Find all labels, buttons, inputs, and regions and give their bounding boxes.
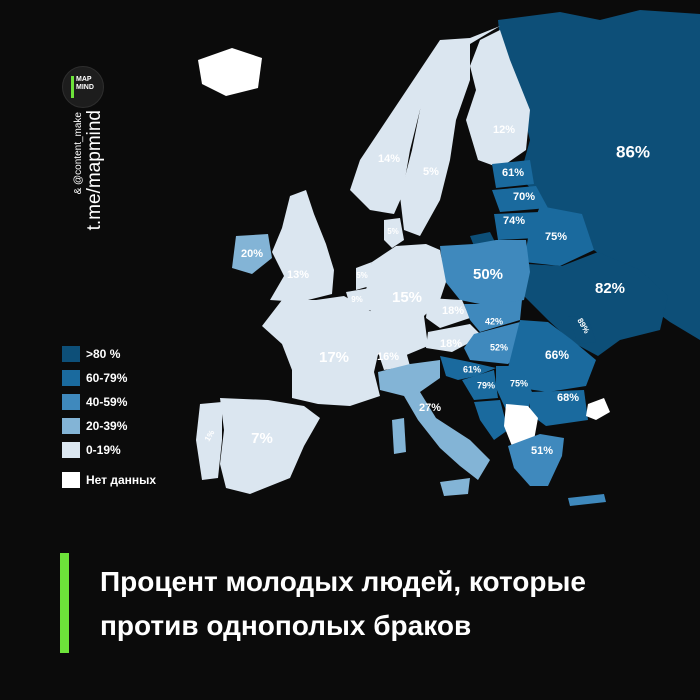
- region-croatia[interactable]: [440, 356, 496, 380]
- region-slovakia[interactable]: [464, 300, 522, 332]
- legend-swatch: [62, 370, 80, 386]
- label-romania: 66%: [545, 348, 569, 362]
- title-accent-bar: [60, 553, 69, 653]
- label-finland: 12%: [493, 124, 515, 136]
- label-france: 17%: [319, 349, 349, 366]
- region-sardinia[interactable]: [392, 418, 406, 454]
- region-montenegro-albania[interactable]: [474, 400, 508, 440]
- label-ireland: 20%: [241, 248, 263, 260]
- label-estonia: 61%: [502, 167, 524, 179]
- legend-swatch: [62, 442, 80, 458]
- legend-label: 0-19%: [86, 443, 121, 457]
- region-poland[interactable]: [440, 240, 530, 306]
- label-hungary: 52%: [490, 342, 508, 352]
- region-denmark[interactable]: [384, 218, 404, 248]
- label-switzerland: 16%: [377, 351, 399, 363]
- region-russia[interactable]: [498, 10, 700, 340]
- region-netherlands[interactable]: [356, 262, 372, 290]
- label-serbia: 75%: [510, 378, 528, 388]
- label-belgium: 9%: [351, 295, 363, 304]
- region-finland[interactable]: [466, 30, 530, 168]
- label-russia: 86%: [616, 142, 650, 161]
- page-title: Процент молодых людей, которые против од…: [100, 566, 586, 641]
- brand-coauthor: & @content_make: [73, 112, 84, 195]
- label-austria: 18%: [440, 338, 462, 350]
- brand-logo-bar: [71, 76, 74, 98]
- region-bosnia[interactable]: [462, 370, 498, 400]
- region-norway[interactable]: [350, 26, 500, 214]
- legend-label: 20-39%: [86, 419, 128, 433]
- region-belarus[interactable]: [524, 206, 594, 266]
- label-denmark: 5%: [387, 227, 399, 236]
- label-croatia: 61%: [463, 364, 481, 374]
- legend-swatch: [62, 418, 80, 434]
- legend-label: 40-59%: [86, 395, 128, 409]
- legend-label: >80 %: [86, 347, 121, 361]
- region-czechia[interactable]: [426, 298, 470, 328]
- region-portugal[interactable]: [196, 402, 222, 480]
- label-czechia: 18%: [442, 305, 464, 317]
- label-ukraine: 82%: [595, 280, 625, 297]
- region-italy[interactable]: [378, 360, 490, 480]
- label-uk: 13%: [287, 269, 309, 281]
- region-ireland[interactable]: [232, 234, 272, 274]
- region-austria[interactable]: [426, 324, 482, 352]
- region-bulgaria[interactable]: [530, 390, 588, 426]
- region-spain[interactable]: [220, 398, 320, 494]
- label-italy: 27%: [419, 402, 441, 414]
- legend-swatch: [62, 346, 80, 362]
- region-romania[interactable]: [508, 320, 596, 392]
- region-sweden[interactable]: [400, 44, 470, 236]
- region-switzerland[interactable]: [376, 344, 410, 370]
- region-crete[interactable]: [568, 494, 606, 506]
- brand-logo-text: MAP MIND: [76, 76, 94, 92]
- legend-label: Нет данных: [86, 473, 157, 487]
- region-france[interactable]: [262, 296, 380, 406]
- label-bulgaria: 68%: [557, 392, 579, 404]
- region-lithuania[interactable]: [494, 212, 540, 240]
- legend-swatch: [62, 394, 80, 410]
- region-latvia[interactable]: [492, 186, 548, 212]
- region-estonia[interactable]: [492, 160, 534, 188]
- region-iceland[interactable]: [198, 48, 262, 96]
- brand-logo-line1: MAP: [76, 76, 92, 83]
- label-norway: 14%: [378, 153, 400, 165]
- region-uk[interactable]: [270, 190, 334, 302]
- legend-swatch: [62, 472, 80, 488]
- region-ukraine[interactable]: [524, 252, 668, 356]
- label-spain: 7%: [251, 430, 273, 447]
- region-no-data-balkans[interactable]: [504, 404, 538, 446]
- region-moldova[interactable]: [568, 316, 596, 344]
- label-bosnia: 79%: [477, 380, 495, 390]
- label-greece: 51%: [531, 445, 553, 457]
- label-latvia: 70%: [513, 191, 535, 203]
- label-germany: 15%: [392, 289, 422, 306]
- brand-channel[interactable]: t.me/mapmind: [84, 110, 105, 231]
- label-sweden: 5%: [423, 166, 439, 178]
- region-germany[interactable]: [366, 244, 446, 356]
- brand-logo: MAP MIND: [62, 66, 104, 108]
- region-serbia[interactable]: [496, 366, 532, 414]
- label-slovakia: 42%: [485, 316, 503, 326]
- region-no-data-turkey[interactable]: [586, 398, 610, 420]
- region-sicily[interactable]: [440, 478, 470, 496]
- region-greece[interactable]: [508, 434, 564, 486]
- legend-label: 60-79%: [86, 371, 128, 385]
- label-poland: 50%: [473, 266, 503, 283]
- brand-logo-line2: MIND: [76, 84, 94, 91]
- label-belarus: 75%: [545, 231, 567, 243]
- label-netherlands: 5%: [356, 271, 368, 280]
- label-lithuania: 74%: [503, 215, 525, 227]
